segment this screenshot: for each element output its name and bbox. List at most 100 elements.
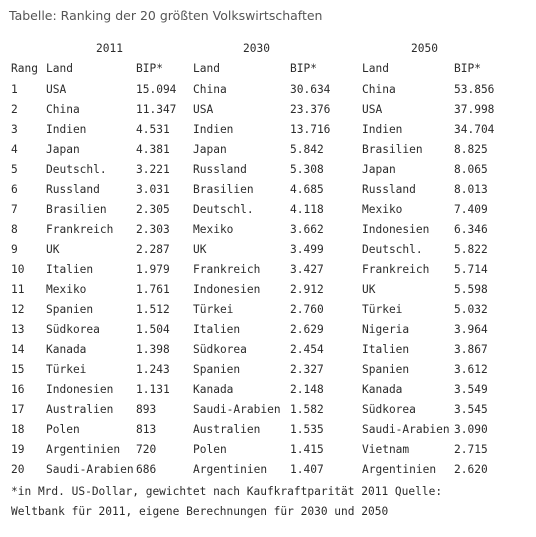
gdp-2030-cell: 30.634 bbox=[290, 83, 331, 96]
table-row: 18 Polen 813 Australien 1.535 Saudi-Arabien 3.… bbox=[11, 420, 524, 440]
gdp-2011-cell: 2.287 bbox=[136, 243, 170, 256]
country-2050-cell: Kanada bbox=[362, 383, 403, 396]
country-2030-cell: Frankreich bbox=[193, 263, 261, 276]
country-2050-cell: Russland bbox=[362, 183, 416, 196]
gdp-2050-cell: 37.998 bbox=[454, 103, 495, 116]
country-2030-cell: China bbox=[193, 83, 227, 96]
table-row: 11 Mexiko 1.761 Indonesien 2.912 UK 5.598 bbox=[11, 280, 524, 300]
gdp-2011-cell: 4.531 bbox=[136, 123, 170, 136]
gdp-2030-cell: 3.427 bbox=[290, 263, 324, 276]
gdp-2030-cell: 3.662 bbox=[290, 223, 324, 236]
rank-cell: 19 bbox=[11, 443, 25, 456]
rank-cell: 20 bbox=[11, 463, 25, 476]
footnote: *in Mrd. US-Dollar, gewichtet nach Kaufk… bbox=[11, 482, 442, 522]
country-2030-cell: Indien bbox=[193, 123, 234, 136]
country-2011-cell: Australien bbox=[46, 403, 114, 416]
gdp-2011-cell: 1.131 bbox=[136, 383, 170, 396]
country-2050-cell: Spanien bbox=[362, 363, 410, 376]
gdp-2011-cell: 813 bbox=[136, 423, 157, 436]
ranking-table: 1 USA 15.094 China 30.634 China 53.856 2 China 11… bbox=[11, 80, 524, 480]
gdp-2050-cell: 2.715 bbox=[454, 443, 488, 456]
country-2050-cell: Italien bbox=[362, 343, 410, 356]
gdp-2050-cell: 3.549 bbox=[454, 383, 488, 396]
country-2030-cell: Russland bbox=[193, 163, 247, 176]
country-2050-cell: Türkei bbox=[362, 303, 403, 316]
rank-cell: 1 bbox=[11, 83, 18, 96]
country-2030-cell: Australien bbox=[193, 423, 261, 436]
gdp-2030-cell: 2.148 bbox=[290, 383, 324, 396]
country-2030-cell: Mexiko bbox=[193, 223, 234, 236]
gdp-2011-cell: 2.305 bbox=[136, 203, 170, 216]
gdp-2011-cell: 15.094 bbox=[136, 83, 177, 96]
country-2050-cell: Japan bbox=[362, 163, 396, 176]
gdp-2030-cell: 4.685 bbox=[290, 183, 324, 196]
gdp-2050-cell: 53.856 bbox=[454, 83, 495, 96]
country-2011-cell: Brasilien bbox=[46, 203, 107, 216]
gdp-2030-cell: 1.535 bbox=[290, 423, 324, 436]
table-row: 16 Indonesien 1.131 Kanada 2.148 Kanada 3.549 bbox=[11, 380, 524, 400]
country-2011-cell: Polen bbox=[46, 423, 80, 436]
gdp-2011-cell: 1.243 bbox=[136, 363, 170, 376]
table-row: 13 Südkorea 1.504 Italien 2.629 Nigeria 3.964 bbox=[11, 320, 524, 340]
country-2050-cell: Saudi-Arabien bbox=[362, 423, 450, 436]
table-row: 14 Kanada 1.398 Südkorea 2.454 Italien 3.867 bbox=[11, 340, 524, 360]
rank-cell: 2 bbox=[11, 103, 18, 116]
gdp-2011-cell: 4.381 bbox=[136, 143, 170, 156]
gdp-2050-cell: 3.545 bbox=[454, 403, 488, 416]
gdp-2011-cell: 11.347 bbox=[136, 103, 177, 116]
country-2011-cell: USA bbox=[46, 83, 67, 96]
rank-cell: 18 bbox=[11, 423, 25, 436]
gdp-2030-cell: 13.716 bbox=[290, 123, 331, 136]
footnote-line-2: Weltbank für 2011, eigene Berechnungen f… bbox=[11, 505, 389, 518]
country-2050-cell: Vietnam bbox=[362, 443, 410, 456]
country-2030-cell: Polen bbox=[193, 443, 227, 456]
gdp-2030-cell: 1.407 bbox=[290, 463, 324, 476]
table-row: 9 UK 2.287 UK 3.499 Deutschl. 5.822 bbox=[11, 240, 524, 260]
country-2030-cell: Türkei bbox=[193, 303, 234, 316]
country-2050-cell: UK bbox=[362, 283, 376, 296]
country-2011-cell: Kanada bbox=[46, 343, 87, 356]
gdp-2030-cell: 1.582 bbox=[290, 403, 324, 416]
gdp-2050-cell: 3.964 bbox=[454, 323, 488, 336]
country-2030-cell: Südkorea bbox=[193, 343, 247, 356]
country-2011-cell: Südkorea bbox=[46, 323, 100, 336]
country-2011-cell: Saudi-Arabien bbox=[46, 463, 134, 476]
gdp-2050-cell: 8.825 bbox=[454, 143, 488, 156]
gdp-2030-cell: 5.308 bbox=[290, 163, 324, 176]
country-2050-cell: USA bbox=[362, 103, 383, 116]
rank-cell: 12 bbox=[11, 303, 25, 316]
table-row: 20 Saudi-Arabien 686 Argentinien 1.407 Argent… bbox=[11, 460, 524, 480]
country-2011-cell: UK bbox=[46, 243, 60, 256]
country-2050-cell: China bbox=[362, 83, 396, 96]
table-row: 1 USA 15.094 China 30.634 China 53.856 bbox=[11, 80, 524, 100]
gdp-2030-cell: 2.912 bbox=[290, 283, 324, 296]
gdp-2011-cell: 1.979 bbox=[136, 263, 170, 276]
country-2011-cell: Mexiko bbox=[46, 283, 87, 296]
gdp-2030-cell: 4.118 bbox=[290, 203, 324, 216]
column-header-land-2011: Land bbox=[46, 62, 73, 75]
table-row: 17 Australien 893 Saudi-Arabien 1.582 Südkore… bbox=[11, 400, 524, 420]
table-row: 7 Brasilien 2.305 Deutschl. 4.118 Mexiko 7.409 bbox=[11, 200, 524, 220]
column-header-land-2050: Land bbox=[362, 62, 389, 75]
gdp-2050-cell: 5.714 bbox=[454, 263, 488, 276]
rank-cell: 7 bbox=[11, 203, 18, 216]
gdp-2050-cell: 34.704 bbox=[454, 123, 495, 136]
rank-cell: 10 bbox=[11, 263, 25, 276]
gdp-2011-cell: 893 bbox=[136, 403, 157, 416]
rank-cell: 3 bbox=[11, 123, 18, 136]
table-row: 15 Türkei 1.243 Spanien 2.327 Spanien 3.612 bbox=[11, 360, 524, 380]
gdp-2011-cell: 720 bbox=[136, 443, 157, 456]
gdp-2011-cell: 1.761 bbox=[136, 283, 170, 296]
column-header-bip-2050: BIP* bbox=[454, 62, 481, 75]
gdp-2050-cell: 8.013 bbox=[454, 183, 488, 196]
gdp-2050-cell: 3.612 bbox=[454, 363, 488, 376]
country-2030-cell: Japan bbox=[193, 143, 227, 156]
column-header-bip-2011: BIP* bbox=[136, 62, 163, 75]
country-2050-cell: Brasilien bbox=[362, 143, 423, 156]
rank-cell: 17 bbox=[11, 403, 25, 416]
country-2050-cell: Mexiko bbox=[362, 203, 403, 216]
country-2011-cell: Italien bbox=[46, 263, 94, 276]
table-row: 6 Russland 3.031 Brasilien 4.685 Russland 8.01… bbox=[11, 180, 524, 200]
gdp-2050-cell: 3.090 bbox=[454, 423, 488, 436]
gdp-2030-cell: 2.454 bbox=[290, 343, 324, 356]
